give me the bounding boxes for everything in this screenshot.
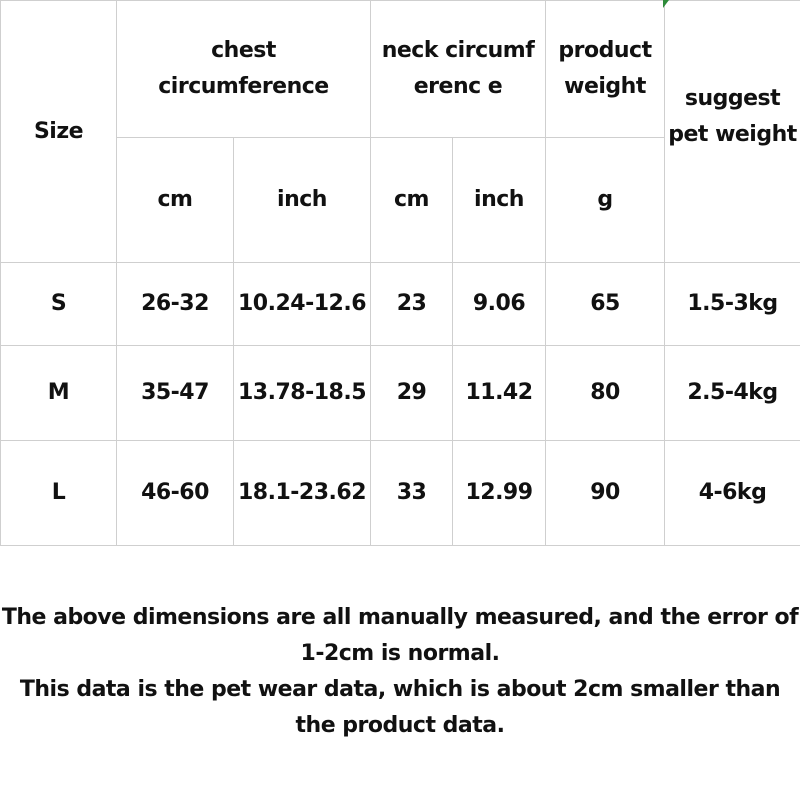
cell: 9.06 bbox=[452, 262, 546, 346]
note-measurement: The above dimensions are all manually me… bbox=[1, 605, 799, 666]
cell: 29 bbox=[370, 345, 453, 441]
size-chart-table: Size chest circumference neck circumfere… bbox=[0, 0, 800, 546]
cell: 90 bbox=[545, 440, 665, 546]
cell: 33 bbox=[370, 440, 453, 546]
unit-neck-inch: inch bbox=[452, 137, 546, 263]
cell: 46-60 bbox=[116, 440, 234, 546]
unit-weight-g: g bbox=[545, 137, 665, 263]
unit-chest-cm: cm bbox=[116, 137, 234, 263]
cell: 23 bbox=[370, 262, 453, 346]
table-row: M 35-47 13.78-18.5 29 11.42 80 2.5-4kg bbox=[0, 345, 800, 441]
cell: 1.5-3kg bbox=[664, 262, 800, 346]
cell: M bbox=[0, 345, 117, 441]
table-row: L 46-60 18.1-23.62 33 12.99 90 4-6kg bbox=[0, 440, 800, 546]
notes: The above dimensions are all manually me… bbox=[0, 600, 800, 744]
corner-marker bbox=[663, 0, 669, 8]
note-pet-wear: This data is the pet wear data, which is… bbox=[19, 677, 781, 738]
cell: 2.5-4kg bbox=[664, 345, 800, 441]
cell: 13.78-18.5 bbox=[233, 345, 371, 441]
cell: 80 bbox=[545, 345, 665, 441]
cell: 11.42 bbox=[452, 345, 546, 441]
table-row: S 26-32 10.24-12.6 23 9.06 65 1.5-3kg bbox=[0, 262, 800, 346]
cell: 10.24-12.6 bbox=[233, 262, 371, 346]
cell: S bbox=[0, 262, 117, 346]
cell: L bbox=[0, 440, 117, 546]
header-pet-weight: suggest pet weight bbox=[664, 0, 800, 263]
cell: 18.1-23.62 bbox=[233, 440, 371, 546]
unit-neck-cm: cm bbox=[370, 137, 453, 263]
cell: 65 bbox=[545, 262, 665, 346]
cell: 4-6kg bbox=[664, 440, 800, 546]
unit-chest-inch: inch bbox=[233, 137, 371, 263]
header-neck: neck circumferenc e bbox=[370, 0, 546, 138]
cell: 35-47 bbox=[116, 345, 234, 441]
cell: 26-32 bbox=[116, 262, 234, 346]
header-chest: chest circumference bbox=[116, 0, 371, 138]
cell: 12.99 bbox=[452, 440, 546, 546]
header-product-weight: product weight bbox=[545, 0, 665, 138]
header-size: Size bbox=[0, 0, 117, 263]
